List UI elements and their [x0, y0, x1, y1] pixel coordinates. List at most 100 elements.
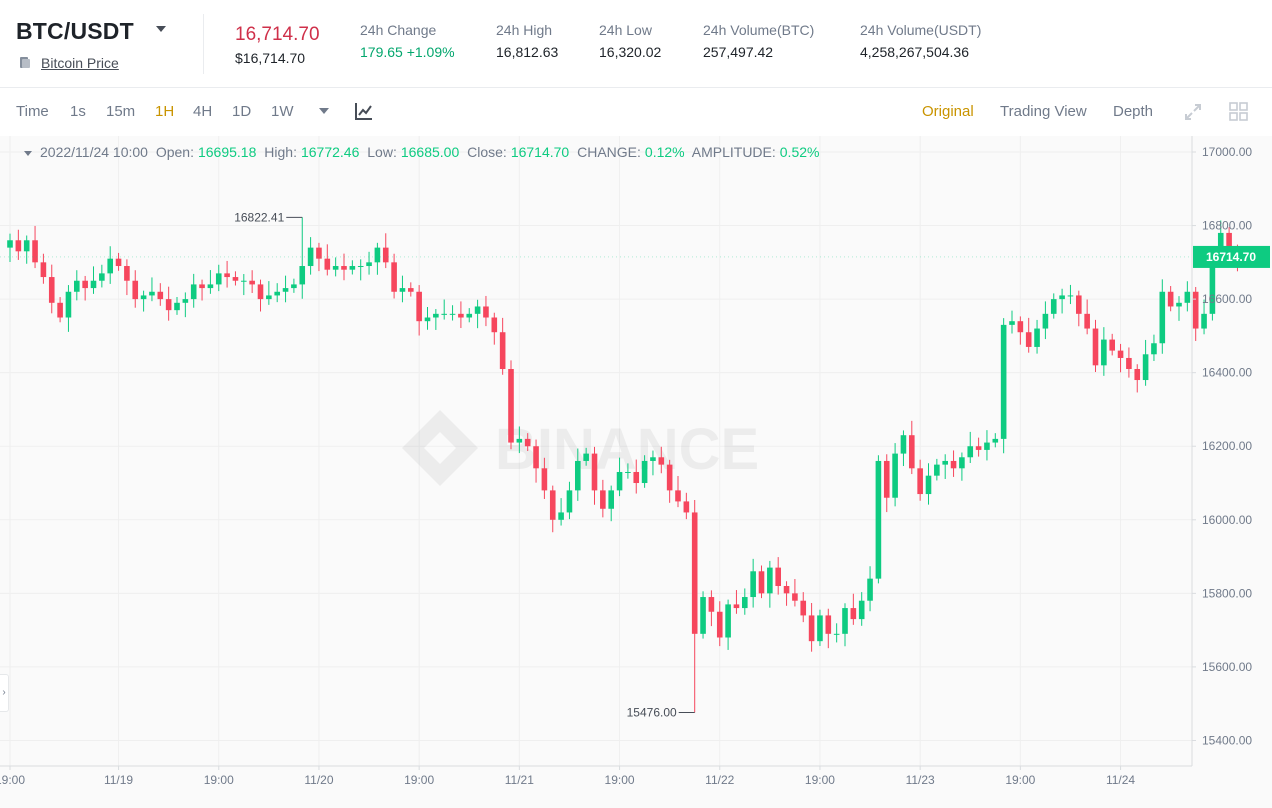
collapse-chevron-icon[interactable]: [24, 150, 32, 156]
candle-body: [391, 262, 397, 292]
candle-body: [1226, 232, 1232, 252]
interval-15m[interactable]: 15m: [106, 103, 136, 120]
candle-body: [499, 332, 506, 370]
candle-body: [1151, 343, 1157, 355]
candle-body: [157, 291, 164, 300]
candle-body: [658, 457, 665, 465]
candle-body: [524, 438, 531, 447]
max-marker-label: 16822.41: [234, 210, 284, 224]
candle-body: [399, 288, 406, 292]
x-tick-label: 11/19: [104, 773, 133, 787]
interval-time[interactable]: Time: [16, 103, 49, 120]
candle-body: [1000, 324, 1007, 439]
candle-body: [232, 277, 239, 281]
interval-4h[interactable]: 4H: [193, 103, 213, 120]
stat-value: 257,497.42: [703, 44, 774, 60]
view-depth[interactable]: Depth: [1113, 103, 1154, 120]
chart-canvas[interactable]: BINANCE 16822.41 15476.00 17000.00 16800.00 1…: [0, 136, 1272, 808]
y-tick-label: 16200.00: [1202, 439, 1252, 453]
candle-body: [15, 240, 22, 252]
candle-body: [1167, 291, 1174, 307]
interval-1w[interactable]: 1W: [271, 103, 294, 120]
ohlc-info-line: 2022/11/24 10:00 Open: 16695.18 High: 1677…: [24, 144, 823, 160]
candle-body: [758, 571, 765, 594]
candle-body: [1034, 328, 1040, 347]
candle-body: [549, 490, 556, 520]
candle-body: [1092, 328, 1099, 366]
amplitude-label: AMPLITUDE:: [691, 144, 776, 160]
candle-body: [892, 453, 898, 498]
candle-body: [107, 258, 113, 274]
candle-body: [424, 317, 431, 322]
candle-body: [74, 280, 80, 292]
candle-body: [190, 284, 197, 300]
candle-body: [566, 490, 573, 513]
ticker-header: BTC/USDT Bitcoin Price 16,714.70 $16,714…: [0, 0, 1272, 88]
candle-body: [1184, 291, 1191, 303]
interval-1s[interactable]: 1s: [70, 103, 86, 120]
candle-body: [324, 258, 331, 270]
candle-body: [792, 593, 798, 601]
last-price-tag: [1193, 245, 1270, 268]
candle-body: [140, 295, 147, 300]
interval-1d[interactable]: 1D: [232, 103, 252, 120]
stat-label: 24h Change: [360, 22, 437, 38]
view-original[interactable]: Original: [922, 103, 974, 120]
candle-body: [1067, 295, 1074, 297]
stat-24h-high: 24h High 16,812.63: [496, 22, 558, 60]
candle-body: [925, 475, 932, 495]
candle-body: [366, 262, 372, 267]
candle-body: [207, 284, 214, 289]
x-tick-label: 19:00: [1005, 773, 1035, 787]
pair-symbol[interactable]: BTC/USDT: [16, 18, 134, 44]
stat-24h-low: 24h Low 16,320.02: [599, 22, 661, 60]
candle-body: [733, 604, 740, 609]
y-tick-label: 16800.00: [1202, 219, 1252, 233]
stat-value: 16,320.02: [599, 44, 662, 60]
candle-body: [608, 490, 614, 509]
candle-body: [449, 313, 456, 315]
candle-body: [32, 240, 38, 263]
candle-body: [82, 280, 88, 289]
more-intervals-chevron-icon[interactable]: [319, 108, 329, 114]
candle-body: [349, 266, 356, 270]
candle-body: [917, 468, 923, 495]
last-price: 16,714.70: [235, 24, 320, 45]
candle-body: [508, 369, 514, 443]
candle-body: [533, 446, 539, 469]
y-tick-label: 15600.00: [1202, 660, 1252, 674]
candle-body: [341, 266, 347, 270]
candle-body: [132, 280, 139, 300]
side-panel-handle[interactable]: ›: [0, 674, 9, 712]
candle-body: [942, 460, 948, 465]
indicator-chart-icon[interactable]: [354, 101, 374, 121]
x-tick-label: 19:00: [204, 773, 234, 787]
candle-body: [483, 306, 489, 318]
x-tick-label: 11/20: [304, 773, 333, 787]
candle-body: [516, 438, 523, 443]
candle-body: [583, 453, 589, 461]
fullscreen-icon[interactable]: [1184, 103, 1202, 121]
header-divider: [203, 14, 204, 74]
layout-grid-icon[interactable]: [1229, 102, 1248, 121]
view-trading-view[interactable]: Trading View: [1000, 103, 1087, 120]
candle-body: [767, 567, 773, 594]
candle-body: [332, 266, 339, 270]
candle-body: [1009, 321, 1015, 325]
candle-body: [616, 471, 623, 491]
candle-body: [182, 299, 189, 303]
candlestick-chart[interactable]: BINANCE 16822.41 15476.00 17000.00 16800.00 1…: [0, 136, 1272, 808]
last-price-tag-label: 16714.70: [1206, 250, 1256, 264]
candle-body: [558, 512, 564, 520]
candle-body: [666, 464, 673, 491]
interval-1h[interactable]: 1H: [155, 103, 175, 120]
pair-dropdown-chevron-icon[interactable]: [156, 26, 166, 32]
candle-body: [858, 600, 865, 620]
min-marker-label: 15476.00: [627, 706, 677, 720]
close-value: 16714.70: [510, 144, 570, 160]
candle-body: [266, 295, 272, 300]
chart-toolbar: Time 1s 15m 1H 4H 1D 1W Original Trading…: [0, 88, 1272, 136]
open-label: Open:: [155, 144, 194, 160]
coin-price-link[interactable]: Bitcoin Price: [41, 55, 119, 71]
candle-body: [316, 247, 322, 259]
